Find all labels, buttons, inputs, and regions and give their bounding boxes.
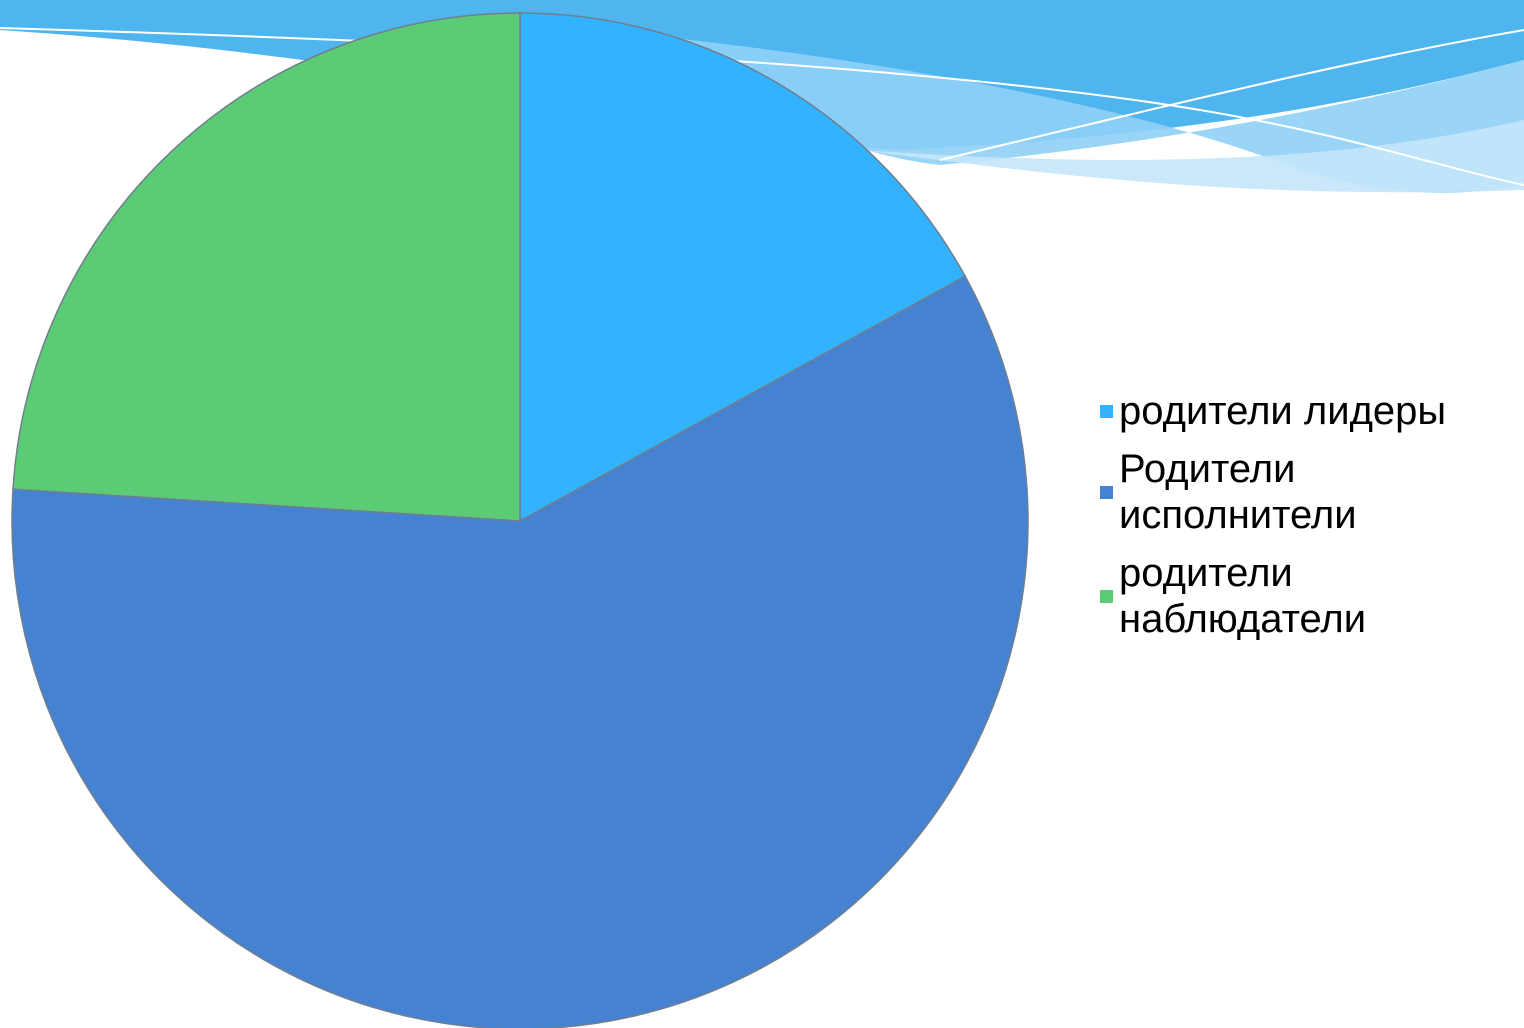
legend-swatch-observers [1100, 589, 1113, 603]
wave-band-pale [860, 120, 1524, 193]
wave-line-1 [0, 27, 1524, 186]
legend-swatch-leaders [1100, 404, 1113, 418]
pie-slice-leaders [519, 12, 967, 523]
chart-legend: родители лидеры Родители исполнители род… [1100, 388, 1520, 654]
legend-item-observers: родители наблюдатели [1100, 550, 1520, 642]
legend-label-observers: родители наблюдатели [1119, 551, 1367, 641]
wave-band-light [600, 30, 1524, 193]
pie-slice-performers [11, 275, 1029, 1028]
pie-chart [11, 12, 1029, 1028]
legend-label-leaders: родители лидеры [1119, 389, 1447, 433]
wave-line-2 [939, 29, 1524, 161]
legend-label-performers: Родители исполнители [1119, 447, 1357, 537]
pie-slice-observers [12, 12, 521, 522]
legend-item-performers: Родители исполнители [1100, 446, 1520, 538]
legend-item-leaders: родители лидеры [1100, 388, 1520, 434]
legend-swatch-performers [1100, 485, 1113, 499]
